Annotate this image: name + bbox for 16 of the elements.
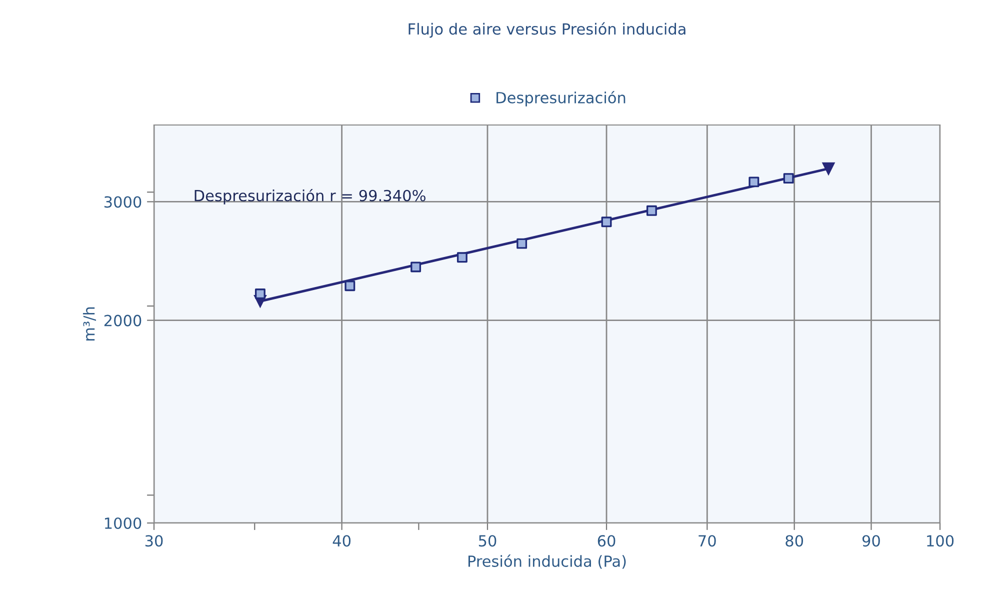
y-tick-label: 1000 — [104, 517, 142, 530]
x-tick-label: 100 — [927, 535, 954, 547]
x-tick-label: 30 — [145, 535, 163, 547]
chart-title: Flujo de aire versus Presión inducida — [408, 22, 686, 38]
x-tick-label: 50 — [478, 535, 496, 547]
annotation: Despresurización r = 99.340% — [194, 188, 426, 204]
x-tick-label: 90 — [862, 535, 880, 547]
x-tick-label: 70 — [698, 535, 716, 547]
y-axis-title: m³/h — [82, 307, 96, 341]
y-tick-label: 2000 — [104, 314, 142, 326]
x-tick-label: 40 — [332, 535, 351, 547]
x-axis-title: Presión inducida (Pa) — [468, 554, 626, 569]
x-tick-label: 80 — [786, 535, 804, 547]
y-tick-label: 3000 — [104, 196, 142, 208]
legend-label: Despresurización — [496, 90, 626, 106]
x-tick-label: 60 — [598, 535, 616, 547]
